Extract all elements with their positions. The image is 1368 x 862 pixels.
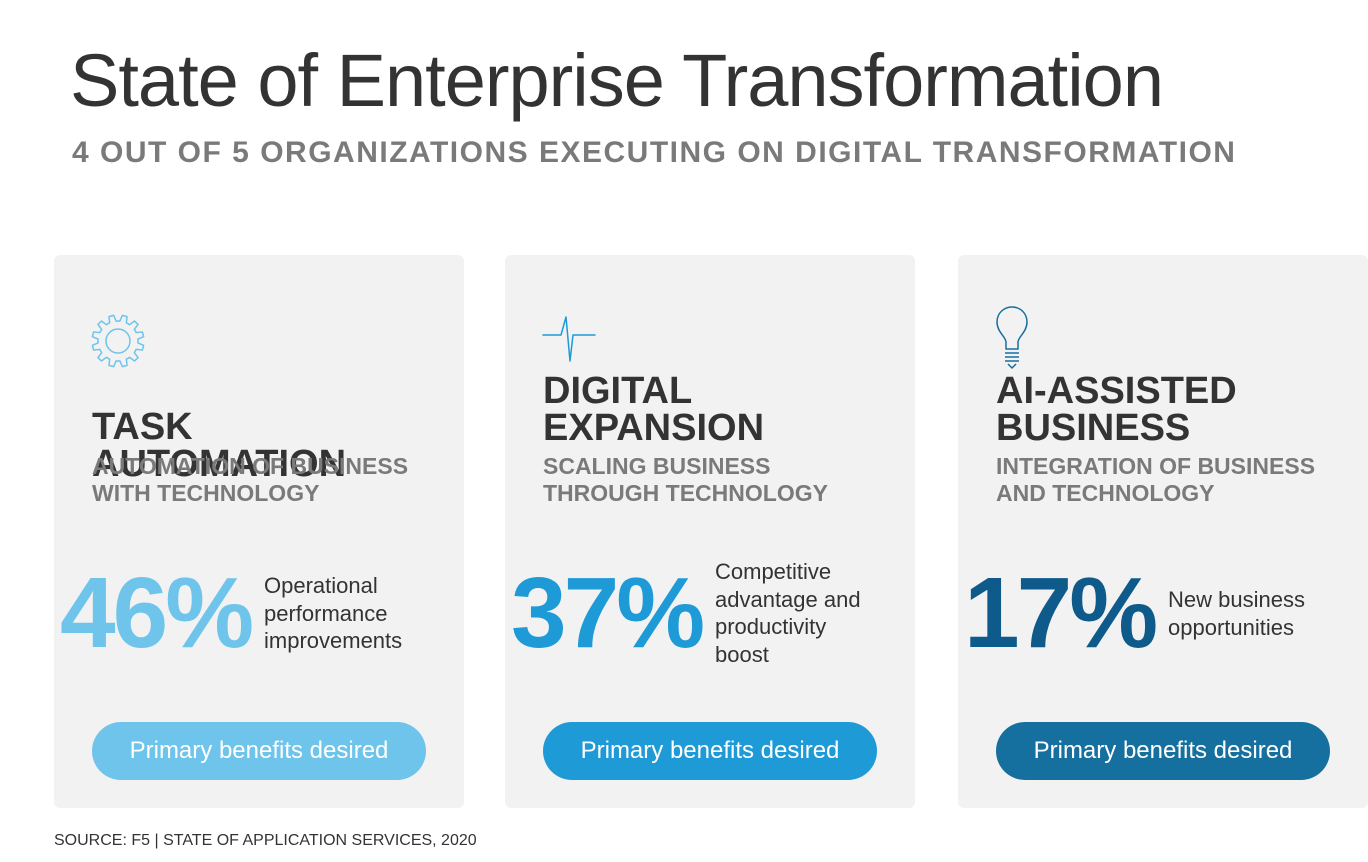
card-subtitle-line2: THROUGH TECHNOLOGY xyxy=(543,480,828,506)
card-subtitle: INTEGRATION OF BUSINESS AND TECHNOLOGY xyxy=(996,453,1336,507)
gear-teeth-outline xyxy=(91,314,145,368)
stat-desc-line: New business xyxy=(1168,587,1305,612)
card-task-automation: TASK AUTOMATION AUTOMATION OF BUSINESS W… xyxy=(54,255,464,808)
card-title: TASK AUTOMATION xyxy=(92,406,452,485)
stat-desc-line: boost xyxy=(715,641,769,667)
source-footnote: SOURCE: F5 | STATE OF APPLICATION SERVIC… xyxy=(54,832,477,849)
card-subtitle-line1: SCALING BUSINESS xyxy=(543,453,771,479)
primary-benefits-button[interactable]: Primary benefits desired xyxy=(543,722,877,780)
gear-icon xyxy=(91,314,145,368)
stat-desc-line: Competitive xyxy=(715,559,832,584)
card-title-line2: EXPANSION xyxy=(543,407,765,449)
primary-benefits-button[interactable]: Primary benefits desired xyxy=(996,722,1330,780)
lightbulb-icon xyxy=(996,306,1028,370)
stat-desc-line: opportunities xyxy=(1168,614,1294,640)
card-digital-expansion: DIGITAL EXPANSION SCALING BUSINESS THROU… xyxy=(505,255,915,808)
stat-value: 37% xyxy=(511,557,705,669)
stat-desc-line: Operational xyxy=(264,573,378,598)
card-ai-assisted-business: AI-ASSISTED BUSINESS INTEGRATION OF BUSI… xyxy=(958,255,1368,808)
stat-desc-line: improvements xyxy=(264,628,403,653)
page-title: State of Enterprise Transformation xyxy=(70,39,1164,122)
card-title: DIGITAL EXPANSION xyxy=(543,370,903,449)
card-title-line2: BUSINESS xyxy=(996,407,1191,449)
pulse-icon xyxy=(542,316,596,362)
stat-desc-line: performance xyxy=(264,600,388,626)
card-subtitle: SCALING BUSINESS THROUGH TECHNOLOGY xyxy=(543,453,883,507)
stat-value: 46% xyxy=(60,557,254,669)
card-subtitle-line1: INTEGRATION OF BUSINESS xyxy=(996,453,1316,479)
card-subtitle: AUTOMATION OF BUSINESS WITH TECHNOLOGY xyxy=(92,453,432,507)
card-title-line1: TASK AUTOMATION xyxy=(92,406,347,485)
stat-desc-line: productivity xyxy=(715,614,827,639)
primary-benefits-button[interactable]: Primary benefits desired xyxy=(92,722,426,780)
stat-description: Competitive advantage and productivity b… xyxy=(715,558,875,668)
card-subtitle-line1: AUTOMATION OF BUSINESS xyxy=(92,453,409,479)
card-title-line1: DIGITAL xyxy=(543,370,693,412)
card-title: AI-ASSISTED BUSINESS xyxy=(996,370,1356,449)
page-subtitle: 4 OUT OF 5 ORGANIZATIONS EXECUTING ON DI… xyxy=(72,136,1237,169)
stat-desc-line: advantage and xyxy=(715,586,861,612)
stat-value: 17% xyxy=(964,557,1158,669)
card-subtitle-line2: AND TECHNOLOGY xyxy=(996,480,1215,506)
card-title-line1: AI-ASSISTED xyxy=(996,370,1237,412)
stat-description: New business opportunities xyxy=(1168,586,1328,641)
card-subtitle-line2: WITH TECHNOLOGY xyxy=(92,480,320,506)
stat-description: Operational performance improvements xyxy=(264,572,424,655)
